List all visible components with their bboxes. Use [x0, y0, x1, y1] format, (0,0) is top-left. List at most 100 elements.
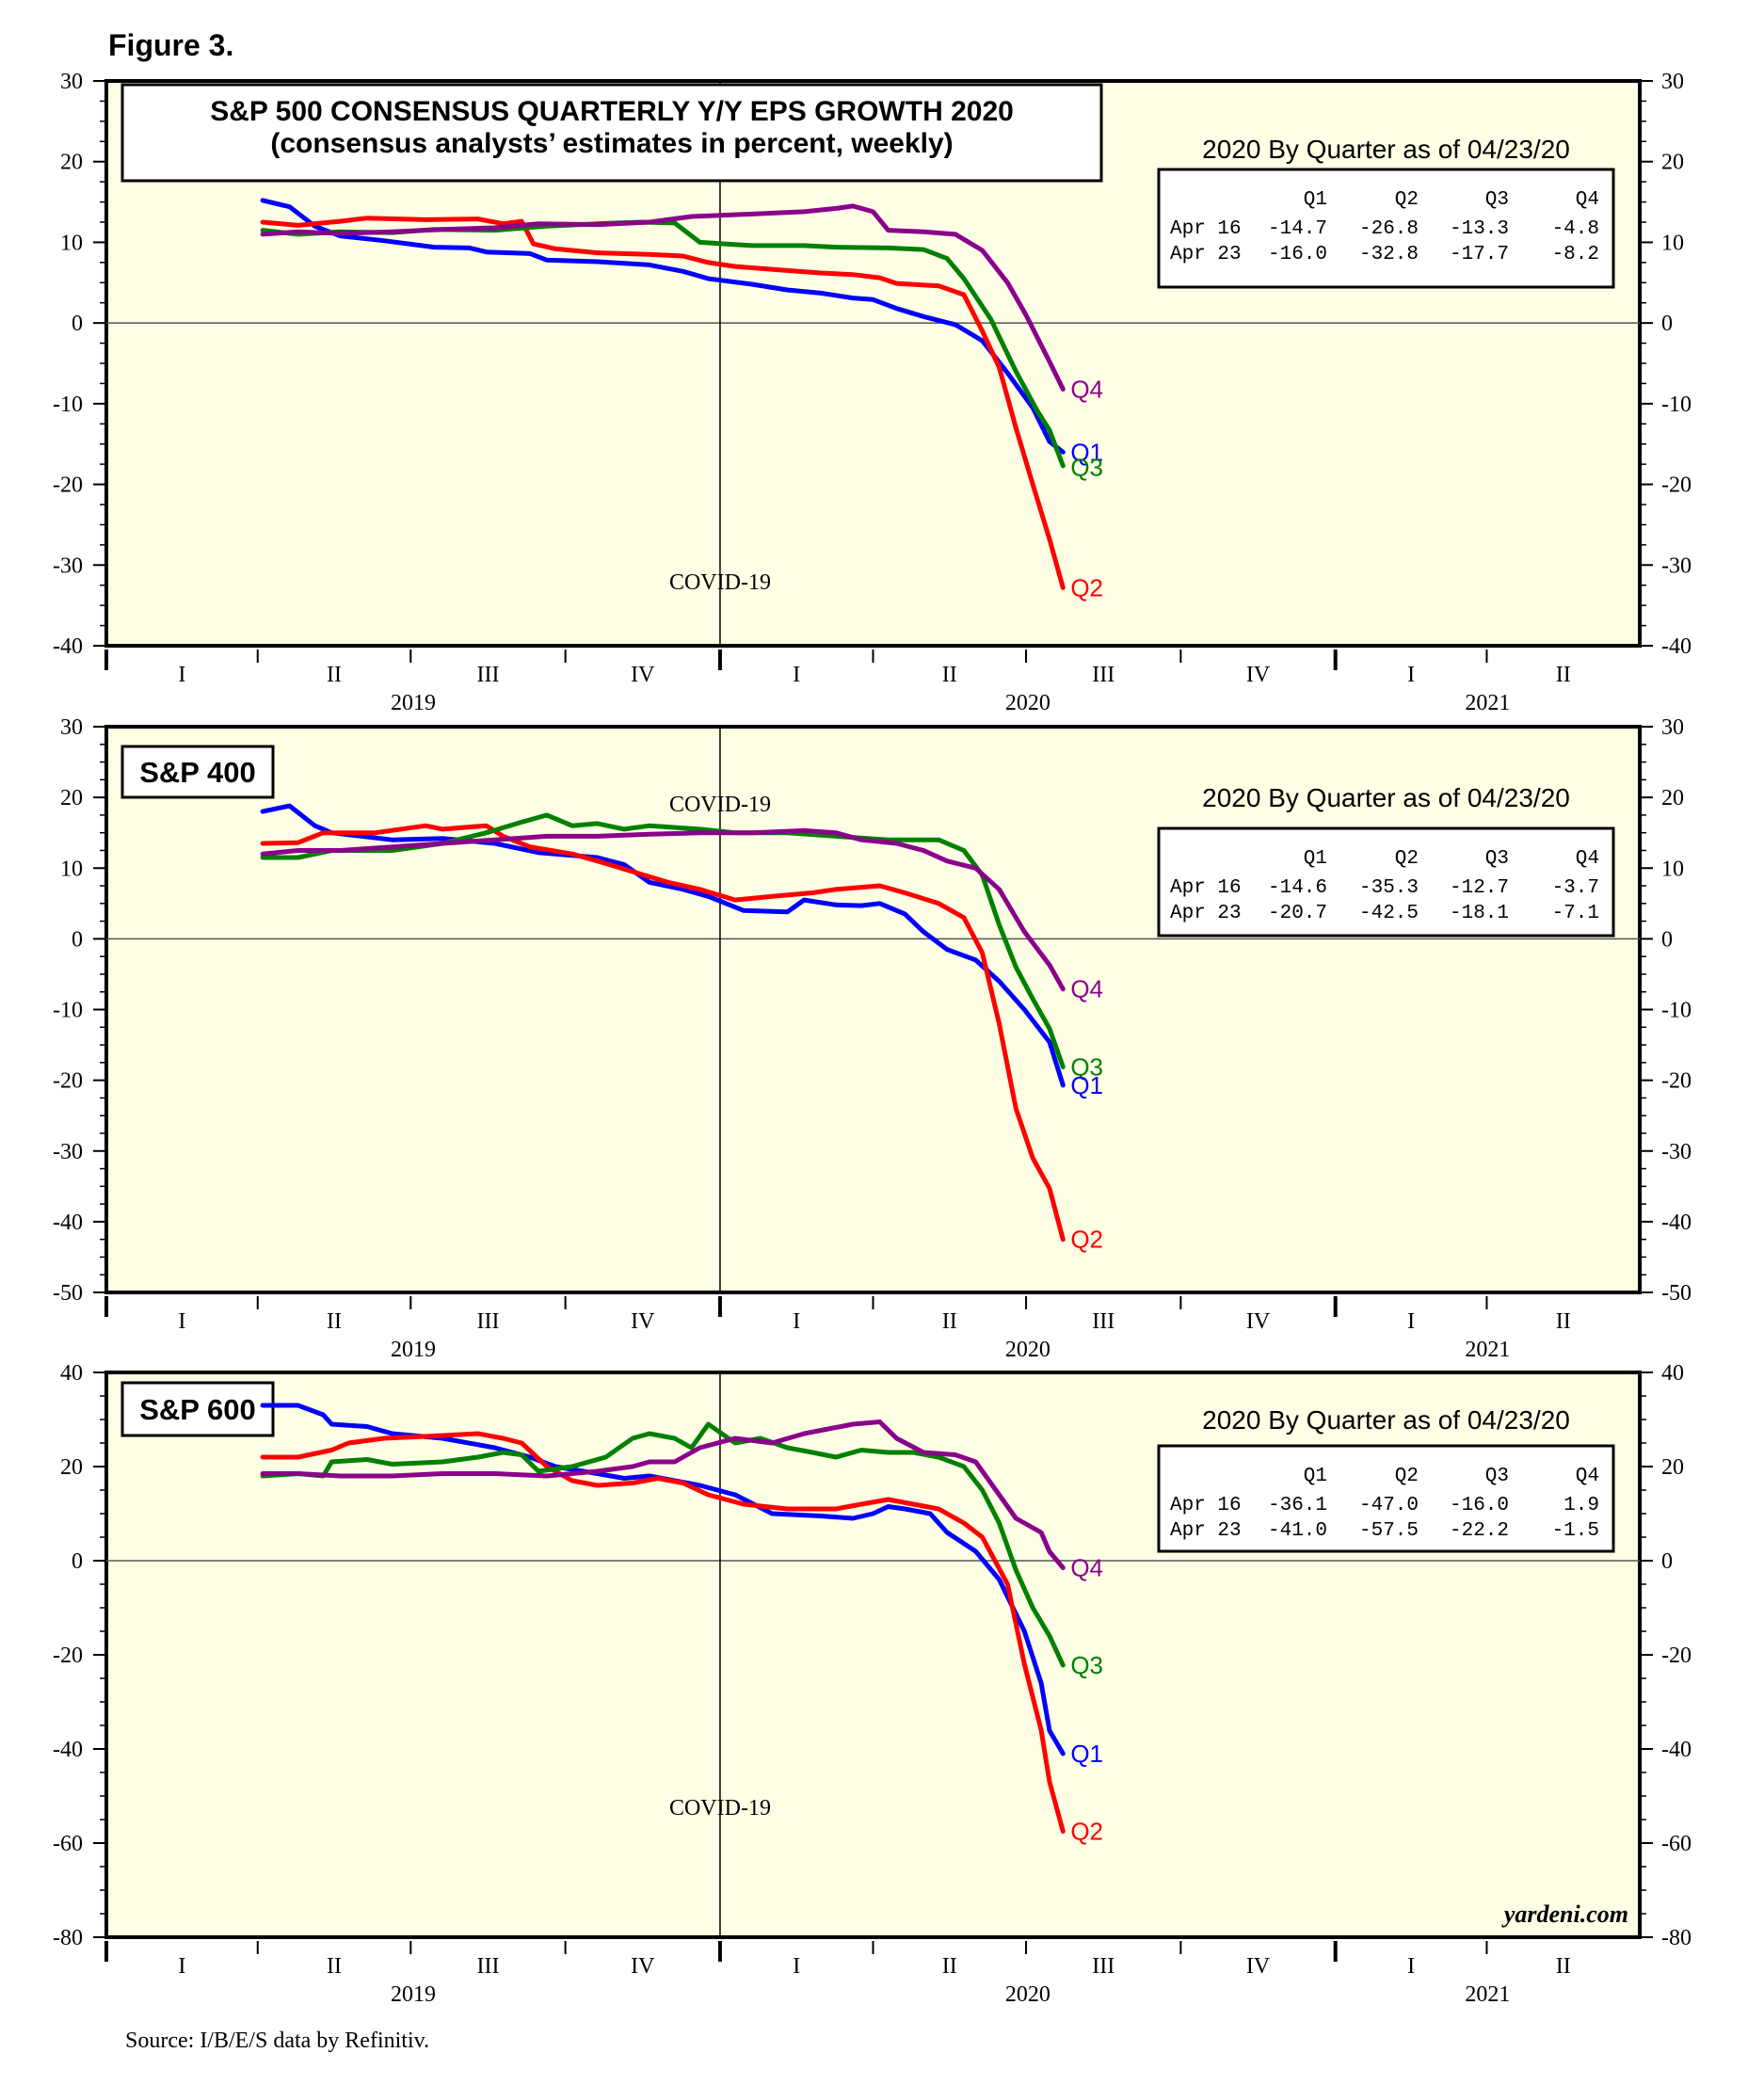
- series-end-label-q2: Q2: [1070, 1818, 1103, 1846]
- y-tick-label-right: 20: [1661, 786, 1684, 810]
- table-row-label: Apr 16: [1170, 218, 1242, 240]
- x-quarter-label: IV: [631, 1309, 655, 1334]
- y-tick-label-left: -20: [53, 1069, 83, 1094]
- series-line-q1: [260, 803, 1066, 1088]
- x-quarter-label: III: [476, 663, 499, 687]
- x-quarter-label: IV: [631, 663, 655, 687]
- y-tick-label-left: -30: [53, 553, 83, 578]
- y-tick-label-left: 0: [72, 1549, 83, 1574]
- table-cell: -8.2: [1552, 244, 1599, 265]
- table-cell: -26.8: [1359, 218, 1419, 240]
- y-tick-label-left: 10: [60, 857, 83, 881]
- table-cell: 1.9: [1564, 1495, 1599, 1516]
- y-tick-label-left: 20: [60, 786, 83, 810]
- x-year-label: 2019: [391, 1338, 436, 1362]
- watermark: yardeni.com: [1501, 1901, 1628, 1928]
- y-tick-label-left: 20: [60, 151, 83, 175]
- y-tick-label-right: -30: [1661, 553, 1692, 578]
- x-quarter-label: III: [1092, 1954, 1115, 1979]
- x-quarter-label: II: [1556, 1309, 1571, 1334]
- table-cell: -1.5: [1552, 1520, 1599, 1542]
- table-cell: -7.1: [1552, 903, 1599, 924]
- y-tick-label-right: -30: [1661, 1140, 1692, 1164]
- y-tick-label-right: 10: [1661, 857, 1684, 881]
- series-end-label-q2: Q2: [1070, 573, 1103, 601]
- y-tick-label-right: -20: [1661, 473, 1692, 498]
- chart-title: S&P 600: [139, 1393, 256, 1426]
- y-tick-label-right: -40: [1661, 1211, 1692, 1235]
- y-tick-label-left: -50: [53, 1281, 83, 1306]
- y-tick-label-left: 10: [60, 231, 83, 255]
- data-table-box: [1157, 826, 1615, 938]
- table-column-header: Q4: [1576, 1466, 1599, 1487]
- x-quarter-label: III: [1092, 663, 1115, 687]
- y-tick-label-right: 20: [1661, 151, 1684, 175]
- table-cell: -17.7: [1450, 244, 1509, 265]
- table-title: 2020 By Quarter as of 04/23/20: [1202, 783, 1570, 812]
- x-year-label: 2019: [391, 691, 436, 715]
- y-tick-label-right: -10: [1661, 393, 1692, 417]
- y-tick-label-right: -80: [1661, 1926, 1692, 1950]
- table-cell: -3.7: [1552, 877, 1599, 899]
- covid-annotation: COVID-19: [669, 570, 771, 595]
- series-end-label-q4: Q4: [1070, 975, 1103, 1003]
- table-column-header: Q3: [1485, 848, 1509, 870]
- x-quarter-label: I: [1407, 1954, 1415, 1979]
- table-cell: -36.1: [1268, 1495, 1327, 1516]
- y-tick-label-left: -40: [53, 1211, 83, 1235]
- table-column-header: Q1: [1304, 848, 1327, 870]
- y-tick-label-left: 30: [60, 70, 83, 94]
- x-quarter-label: III: [476, 1954, 499, 1979]
- chart-title: S&P 500 CONSENSUS QUARTERLY Y/Y EPS GROW…: [210, 96, 1014, 127]
- y-tick-label-right: -40: [1661, 1738, 1692, 1762]
- table-column-header: Q3: [1485, 189, 1509, 211]
- table-column-header: Q1: [1304, 1466, 1327, 1487]
- y-tick-label-left: -40: [53, 1738, 83, 1762]
- table-cell: -16.0: [1450, 1495, 1509, 1516]
- x-quarter-label: II: [327, 663, 342, 687]
- x-quarter-label: II: [942, 1309, 957, 1334]
- x-quarter-label: IV: [1246, 663, 1271, 687]
- y-tick-label-left: 0: [72, 927, 83, 952]
- source-note: Source: I/B/E/S data by Refinitiv.: [125, 2029, 430, 2053]
- table-row-label: Apr 23: [1170, 1520, 1242, 1542]
- x-quarter-label: II: [942, 1954, 957, 1979]
- x-quarter-label: I: [178, 1954, 185, 1979]
- x-quarter-label: III: [1092, 1309, 1115, 1334]
- table-cell: -16.0: [1268, 244, 1327, 265]
- table-row-label: Apr 23: [1170, 903, 1242, 924]
- series-line-q2: [260, 216, 1066, 590]
- table-cell: -14.6: [1268, 877, 1327, 899]
- table-column-header: Q2: [1395, 848, 1419, 870]
- x-quarter-label: IV: [1246, 1309, 1271, 1334]
- table-row-label: Apr 16: [1170, 877, 1242, 899]
- x-year-label: 2020: [1005, 1982, 1050, 2007]
- y-tick-label-right: 0: [1661, 312, 1673, 336]
- y-tick-label-right: 10: [1661, 231, 1684, 255]
- x-quarter-label: II: [1556, 663, 1571, 687]
- series-end-label-q4: Q4: [1070, 375, 1103, 403]
- series-line-q4: [260, 203, 1066, 392]
- series-end-label-q3: Q3: [1070, 1651, 1103, 1679]
- series-line-q2: [260, 1431, 1066, 1834]
- y-tick-label-left: -30: [53, 1140, 83, 1164]
- y-tick-label-left: 0: [72, 312, 83, 336]
- x-quarter-label: III: [476, 1309, 499, 1334]
- series-line-q3: [260, 1421, 1066, 1668]
- y-tick-label-right: -20: [1661, 1644, 1692, 1668]
- table-cell: -13.3: [1450, 218, 1509, 240]
- y-tick-label-right: -40: [1661, 634, 1692, 659]
- series-line-q1: [260, 1403, 1066, 1756]
- y-tick-label-right: -50: [1661, 1281, 1692, 1306]
- series-end-label-q3: Q3: [1070, 453, 1103, 481]
- x-quarter-label: I: [793, 1309, 800, 1334]
- x-quarter-label: II: [327, 1954, 342, 1979]
- y-tick-label-right: 0: [1661, 927, 1673, 952]
- series-end-label-q3: Q3: [1070, 1052, 1103, 1081]
- table-cell: -20.7: [1268, 903, 1327, 924]
- y-tick-label-left: -60: [53, 1832, 83, 1856]
- chart-title: S&P 400: [139, 756, 256, 789]
- table-column-header: Q4: [1576, 848, 1599, 870]
- x-year-label: 2020: [1005, 691, 1050, 715]
